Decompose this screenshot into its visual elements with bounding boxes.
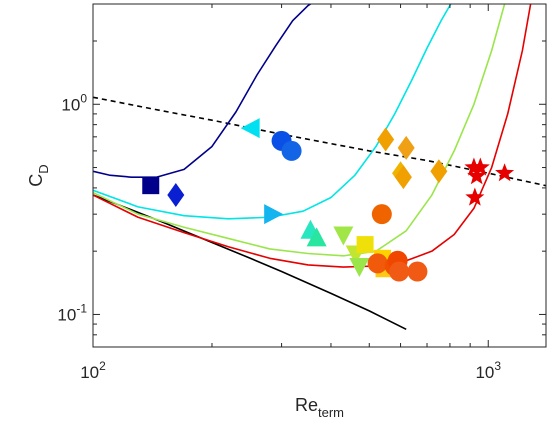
y-axis-label-sub: D (36, 164, 51, 173)
curve-2 (93, 96, 546, 187)
y-tick-base: 10 (57, 305, 76, 324)
points-layer (142, 118, 515, 282)
data-point-9 (333, 226, 354, 246)
curve-1 (93, 194, 407, 330)
data-point-5 (240, 118, 260, 139)
x-axis-ticks: 102 103 (80, 4, 501, 382)
data-point-8 (306, 227, 327, 247)
data-point-2 (167, 183, 185, 208)
x-tick-exponent: 2 (99, 359, 106, 373)
curve-5 (93, 4, 506, 257)
x-tick-base: 10 (475, 363, 494, 382)
x-tick-label: 102 (80, 359, 106, 382)
data-point-29 (495, 163, 515, 182)
data-point-25 (430, 159, 448, 184)
y-axis-label-main: C (26, 174, 46, 187)
data-point-27 (470, 157, 490, 176)
y-tick-label: 100 (61, 91, 87, 114)
curve-3 (93, 4, 312, 178)
data-point-24 (394, 165, 412, 190)
curve-4 (93, 4, 452, 220)
data-point-28 (467, 166, 487, 185)
data-point-20 (407, 261, 428, 282)
x-tick-label: 103 (475, 359, 501, 382)
x-axis-label: Reterm (295, 395, 344, 420)
x-axis-label-main: Re (295, 395, 318, 415)
x-axis-label-sub: term (318, 405, 344, 420)
y-tick-label: 10-1 (57, 301, 87, 324)
data-point-1 (142, 177, 160, 195)
data-point-30 (465, 187, 485, 206)
y-tick-exponent: -1 (76, 301, 87, 315)
y-axis-label: CD (26, 164, 51, 186)
plot-frame (92, 3, 547, 348)
y-tick-base: 10 (61, 95, 80, 114)
data-point-4 (281, 140, 302, 161)
data-point-19 (389, 261, 410, 282)
data-point-16 (367, 253, 388, 274)
y-tick-exponent: 0 (80, 91, 87, 105)
plot-border (92, 3, 547, 348)
data-point-6 (264, 204, 284, 225)
data-point-15 (371, 204, 392, 225)
data-point-11 (349, 258, 370, 278)
data-point-22 (397, 135, 415, 160)
x-tick-base: 10 (80, 363, 99, 382)
data-point-21 (377, 127, 395, 152)
data-point-12 (356, 236, 374, 254)
x-tick-exponent: 3 (494, 359, 501, 373)
